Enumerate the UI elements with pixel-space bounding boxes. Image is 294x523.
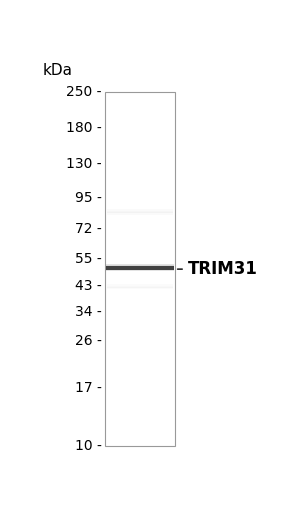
Bar (106, 287, 173, 289)
Text: 180 -: 180 - (66, 121, 102, 135)
Text: 43 -: 43 - (75, 279, 102, 293)
Text: 26 -: 26 - (75, 334, 102, 348)
Bar (106, 212, 173, 214)
Text: TRIM31: TRIM31 (178, 260, 258, 278)
Bar (106, 265, 174, 266)
Text: kDa: kDa (43, 63, 73, 78)
Bar (106, 284, 173, 287)
Bar (106, 209, 173, 211)
Bar (106, 286, 173, 288)
Text: 250 -: 250 - (66, 85, 102, 99)
Bar (105, 92, 175, 446)
Bar (106, 266, 174, 270)
Text: 95 -: 95 - (75, 191, 102, 206)
Bar (106, 264, 174, 271)
Text: 130 -: 130 - (66, 157, 102, 171)
Bar (106, 211, 173, 213)
Text: 17 -: 17 - (75, 381, 102, 395)
Text: 72 -: 72 - (75, 222, 102, 236)
Text: 55 -: 55 - (75, 252, 102, 266)
Text: 34 -: 34 - (75, 304, 102, 319)
Text: 10 -: 10 - (75, 439, 102, 453)
